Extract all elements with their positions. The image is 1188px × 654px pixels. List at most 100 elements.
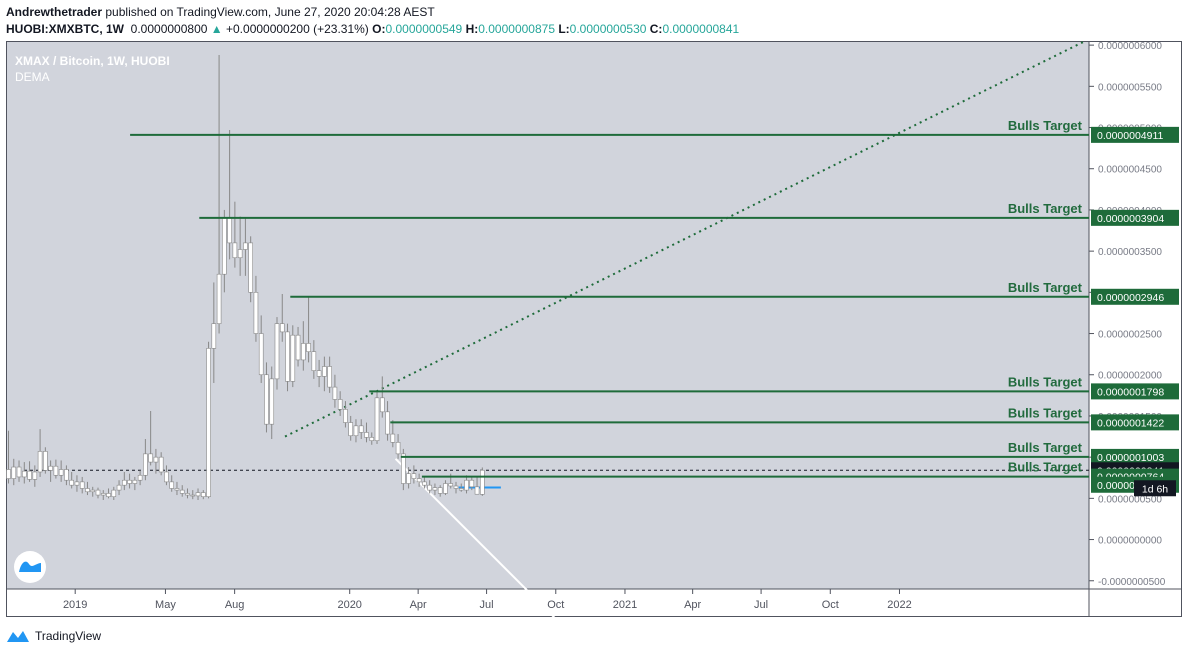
candle-body [322,366,327,377]
target-price-tag-bg [1091,448,1179,465]
y-tick-label: 0.0000006000 [1098,41,1162,52]
trend-line-solid [394,458,556,617]
low-label: L: [558,22,570,36]
x-tick-label: 2021 [613,599,637,611]
candle-body [264,374,269,425]
candle-body [43,451,48,471]
candle-body [443,483,448,494]
candle-body [401,453,406,484]
target-label: Bulls Target [1008,280,1083,295]
target-price-tag: 0.0000001003 [1097,452,1164,464]
tradingview-brand[interactable]: TradingView [35,629,102,643]
candle-body [32,471,38,480]
candle-body [111,489,117,498]
candle-body [453,485,459,489]
candle-body [74,481,80,486]
target-price-tag: 0.0000001798 [1097,386,1164,398]
candle-body [222,217,227,275]
candle-body [311,351,317,371]
candle-body [143,453,148,476]
high-value: 0.0000000875 [478,22,555,36]
price-chart[interactable]: 0.00000060000.00000055000.00000050000.00… [6,41,1182,617]
target-price-tag: 0.0000004911 [1097,130,1164,142]
candle-body [132,479,138,484]
candle-body [190,494,196,497]
candle-body [158,456,164,473]
target-price-tag-bg [1091,383,1179,400]
candle-body [416,478,422,483]
target-label: Bulls Target [1008,118,1083,133]
candle-body [395,442,401,455]
target-price-tag: 0.0000001422 [1097,417,1164,429]
footer: TradingView [6,627,101,645]
target-label: Bulls Target [1008,405,1083,420]
candle-body [379,397,385,413]
candle-body [237,249,243,259]
x-tick-label: 2020 [337,599,361,611]
candle-body [385,411,390,435]
candle-body [106,493,111,498]
candle-body [464,479,469,491]
x-tick-label: Apr [410,599,427,611]
author-name[interactable]: Andrewthetrader [6,5,103,19]
y-tick-label: 0.0000002000 [1098,371,1162,382]
y-tick-label: 0.0000003500 [1098,247,1162,258]
countdown-bg [1134,480,1176,497]
change-arrow-icon: ▲ [210,22,223,36]
tradingview-watermark-icon[interactable] [14,551,46,583]
x-tick-label: Aug [225,599,245,611]
candle-body [169,481,175,489]
candle-body [374,397,380,441]
publish-header: Andrewthetrader published on TradingView… [6,5,435,19]
target-price-tag: 0.0000002946 [1097,292,1164,304]
candle-body [6,469,11,479]
target-price-tag-bg [1091,126,1179,143]
candle-body [458,488,464,491]
candle-body [274,323,280,380]
candle-body [437,487,443,494]
candle-body [353,425,359,437]
candle-body [53,465,59,476]
target-label: Bulls Target [1008,440,1083,455]
x-tick-label: Oct [547,599,564,611]
candle-body [164,471,169,483]
candle-body [216,273,222,324]
candle-body [79,481,85,489]
candle-body [48,465,53,471]
chart-frame [6,41,1182,617]
tradingview-logo-icon[interactable] [6,629,30,643]
candle-body [58,469,64,476]
watermark-cloud-shape [19,561,41,572]
candle-body [285,331,290,382]
candle-body [232,242,238,259]
y-tick-label: 0.0000005500 [1098,82,1162,93]
target-price-tag: 0.0000003904 [1097,213,1164,225]
candle-body [474,486,480,495]
chart-container[interactable]: 0.00000060000.00000055000.00000050000.00… [6,41,1182,617]
close-label: C: [649,22,663,36]
time-axis[interactable] [6,589,1089,617]
low-value: 0.0000000530 [569,22,647,36]
candle-body [185,493,190,496]
y-tick-label: 0.0000002500 [1098,330,1162,341]
candle-body [37,451,43,473]
x-tick-label: 2019 [63,599,87,611]
target-price-tag-bg [1091,288,1179,305]
candle-body [137,474,143,481]
candle-body [348,422,353,437]
y-tick-label: 0.0000000000 [1098,536,1162,547]
candle-body [116,484,122,491]
plot-area[interactable] [6,41,1089,589]
candle-body [295,334,301,361]
target-label: Bulls Target [1008,374,1083,389]
candle-body [248,242,253,293]
indicator-label[interactable]: DEMA [15,70,50,84]
candle-body [179,489,185,494]
target-lines: Bulls Target Bulls Target Bulls Target Bull… [130,118,1089,478]
target-label: Bulls Target [1008,201,1083,216]
candle-body [364,432,369,438]
x-axis-ticks: 2019 May Aug 2020 Apr Jul Oct 2021 Apr Jul Oct 2022 [63,589,912,611]
candle-body [448,483,454,487]
target-label: Bulls Target [1008,460,1083,475]
x-tick-label: Oct [822,599,839,611]
